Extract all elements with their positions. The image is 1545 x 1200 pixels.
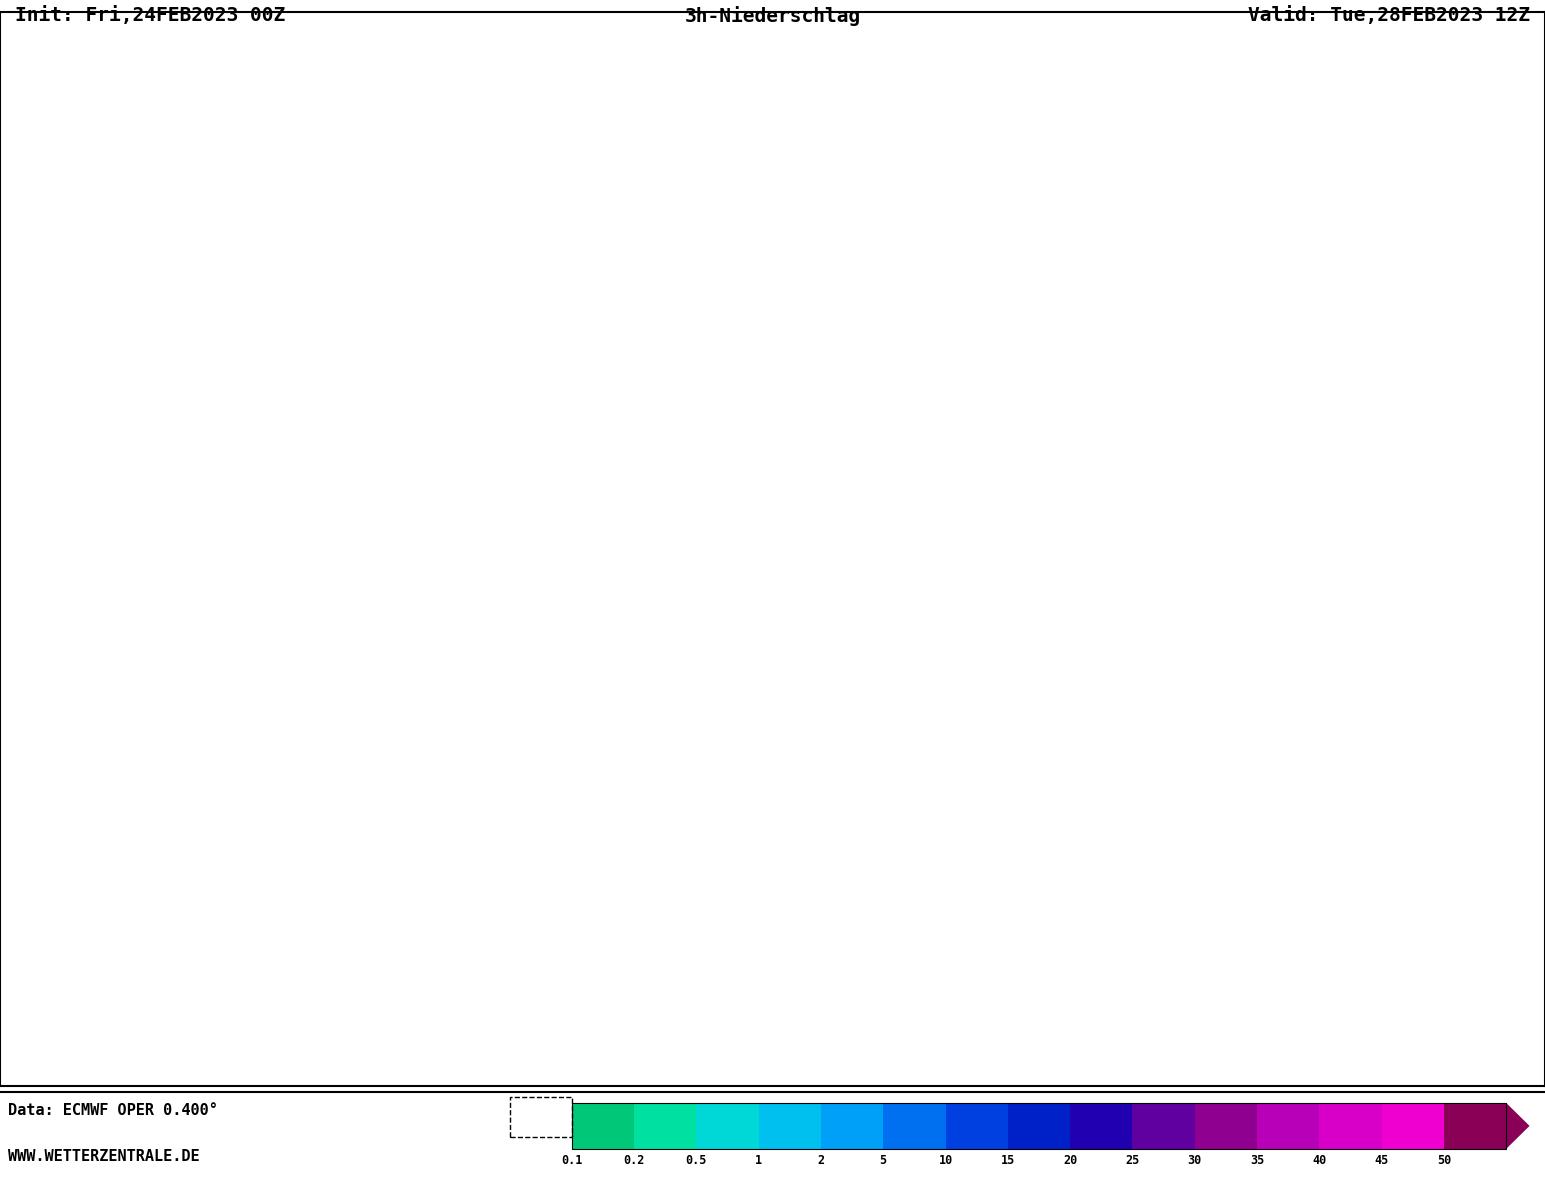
- Text: 20: 20: [1063, 1154, 1077, 1168]
- Bar: [572, 1103, 633, 1148]
- Bar: [1258, 1103, 1319, 1148]
- Bar: [820, 1103, 884, 1148]
- Text: 5: 5: [879, 1154, 887, 1168]
- Text: 0.5: 0.5: [686, 1154, 708, 1168]
- Text: 15: 15: [1001, 1154, 1015, 1168]
- Bar: [1319, 1103, 1381, 1148]
- Text: 25: 25: [1125, 1154, 1140, 1168]
- Bar: [1071, 1103, 1132, 1148]
- Text: 3h-Niederschlag: 3h-Niederschlag: [684, 6, 861, 26]
- Text: WWW.WETTERZENTRALE.DE: WWW.WETTERZENTRALE.DE: [8, 1148, 199, 1164]
- Text: Init: Fri,24FEB2023 00Z: Init: Fri,24FEB2023 00Z: [15, 6, 286, 25]
- Bar: [759, 1103, 820, 1148]
- Bar: [510, 1097, 572, 1138]
- Bar: [1445, 1103, 1506, 1148]
- Polygon shape: [1506, 1103, 1530, 1148]
- Text: 10: 10: [938, 1154, 953, 1168]
- Bar: [1132, 1103, 1194, 1148]
- Text: 2: 2: [817, 1154, 825, 1168]
- Bar: [1381, 1103, 1445, 1148]
- Bar: [1007, 1103, 1071, 1148]
- Bar: [572, 1103, 1506, 1148]
- Text: 0.1: 0.1: [561, 1154, 582, 1168]
- Text: 50: 50: [1437, 1154, 1451, 1168]
- Text: 1: 1: [756, 1154, 762, 1168]
- Bar: [697, 1103, 759, 1148]
- Bar: [946, 1103, 1007, 1148]
- Text: 30: 30: [1188, 1154, 1202, 1168]
- Bar: [1194, 1103, 1258, 1148]
- Text: Valid: Tue,28FEB2023 12Z: Valid: Tue,28FEB2023 12Z: [1247, 6, 1530, 25]
- Text: 0.2: 0.2: [623, 1154, 644, 1168]
- Text: 45: 45: [1375, 1154, 1389, 1168]
- Bar: [633, 1103, 697, 1148]
- Text: 40: 40: [1312, 1154, 1327, 1168]
- Bar: [884, 1103, 946, 1148]
- Text: Data: ECMWF OPER 0.400°: Data: ECMWF OPER 0.400°: [8, 1103, 218, 1118]
- Text: 35: 35: [1250, 1154, 1264, 1168]
